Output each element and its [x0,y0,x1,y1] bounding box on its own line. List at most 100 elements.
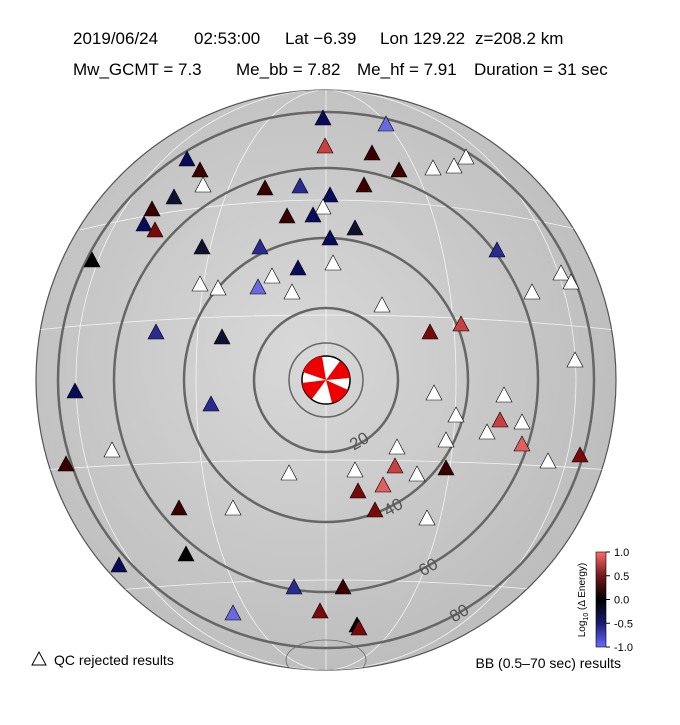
station [571,446,589,463]
station [249,278,267,295]
station [311,602,329,619]
station [513,413,531,430]
cb-label-sub: 10 [583,613,590,621]
station [135,215,153,232]
colorbar [595,551,607,648]
station [424,159,442,176]
station [491,411,509,428]
station [165,188,183,205]
station [452,315,470,332]
station [314,198,332,215]
station [147,323,165,340]
station [178,150,196,167]
header-field: 2019/06/24 [73,29,158,48]
station [278,207,296,224]
station [209,279,227,296]
station [421,323,439,340]
station [321,229,339,246]
station [374,476,392,493]
station [110,556,128,573]
station [334,578,352,595]
header-field: Me_bb = 7.82 [236,60,340,79]
legend-results: BB (0.5–70 sec) results [475,655,621,671]
station [488,241,506,258]
station [321,186,339,203]
station [66,382,84,399]
station [256,179,274,196]
graticule [36,90,616,670]
station [523,283,541,300]
station [539,452,557,469]
station [289,259,307,276]
colorbar-tick-label: -0.5 [614,618,633,630]
station [566,351,584,368]
station [445,157,463,174]
station [146,221,164,238]
station [194,176,212,193]
station [346,219,364,236]
station [191,161,209,178]
header-field: Mw_GCMT = 7.3 [73,60,202,79]
legend-icon [31,650,47,666]
station [457,148,475,165]
station [355,176,373,193]
header-field: Duration = 31 sec [474,60,608,79]
station [57,455,75,472]
station [224,604,242,621]
header-field: Me_hf = 7.91 [357,60,457,79]
station [437,431,455,448]
beachball [301,355,351,405]
station [280,464,298,481]
station [418,509,436,526]
station [224,499,242,516]
header-line-2: Mw_GCMT = 7.3 Me_bb = 7.82 Me_hf = 7.91 Dur… [73,60,608,79]
station [562,273,580,290]
colorbar-tick-label: 0.5 [614,571,629,583]
station [346,461,364,478]
station [263,267,281,284]
cb-label: Log [577,621,588,638]
colorbar-tick-label: -1.0 [614,642,633,654]
header-line-1: 2019/06/24 02:53:00 Lat −6.39 Lon 129.22 z=2… [73,29,563,48]
station [193,238,211,255]
station [143,200,161,217]
cb-label-rest: (Δ Energy) [577,563,588,613]
legend-rejected: QC rejected results [54,652,174,668]
header-field: Lon 129.22 [380,29,465,48]
station [283,283,301,300]
station [478,423,496,440]
station [388,438,406,455]
station [373,296,391,313]
colorbar-axis: 1.0 0.5 0.0 -0.5 -1.0 [606,547,633,654]
station [447,406,465,423]
station [324,254,342,271]
station [495,386,513,403]
station [437,459,455,476]
station [314,109,332,126]
station [202,395,220,412]
station [170,499,188,516]
station [177,545,195,562]
station [349,482,367,499]
stations [57,109,589,636]
colorbar-tick-label: 1.0 [614,547,629,559]
station [552,264,570,281]
station [366,501,384,518]
station [213,328,231,345]
colorbar-tick-label: 0.0 [614,595,629,607]
station [291,177,309,194]
header-field: Lat −6.39 [285,29,356,48]
station [350,619,368,636]
station [316,137,334,154]
station [304,206,322,223]
station [363,144,381,161]
station [425,384,443,401]
station [285,578,303,595]
station [386,457,404,474]
station [251,238,269,255]
station [83,251,101,268]
station [513,435,531,452]
station [191,275,209,292]
station [103,441,121,458]
